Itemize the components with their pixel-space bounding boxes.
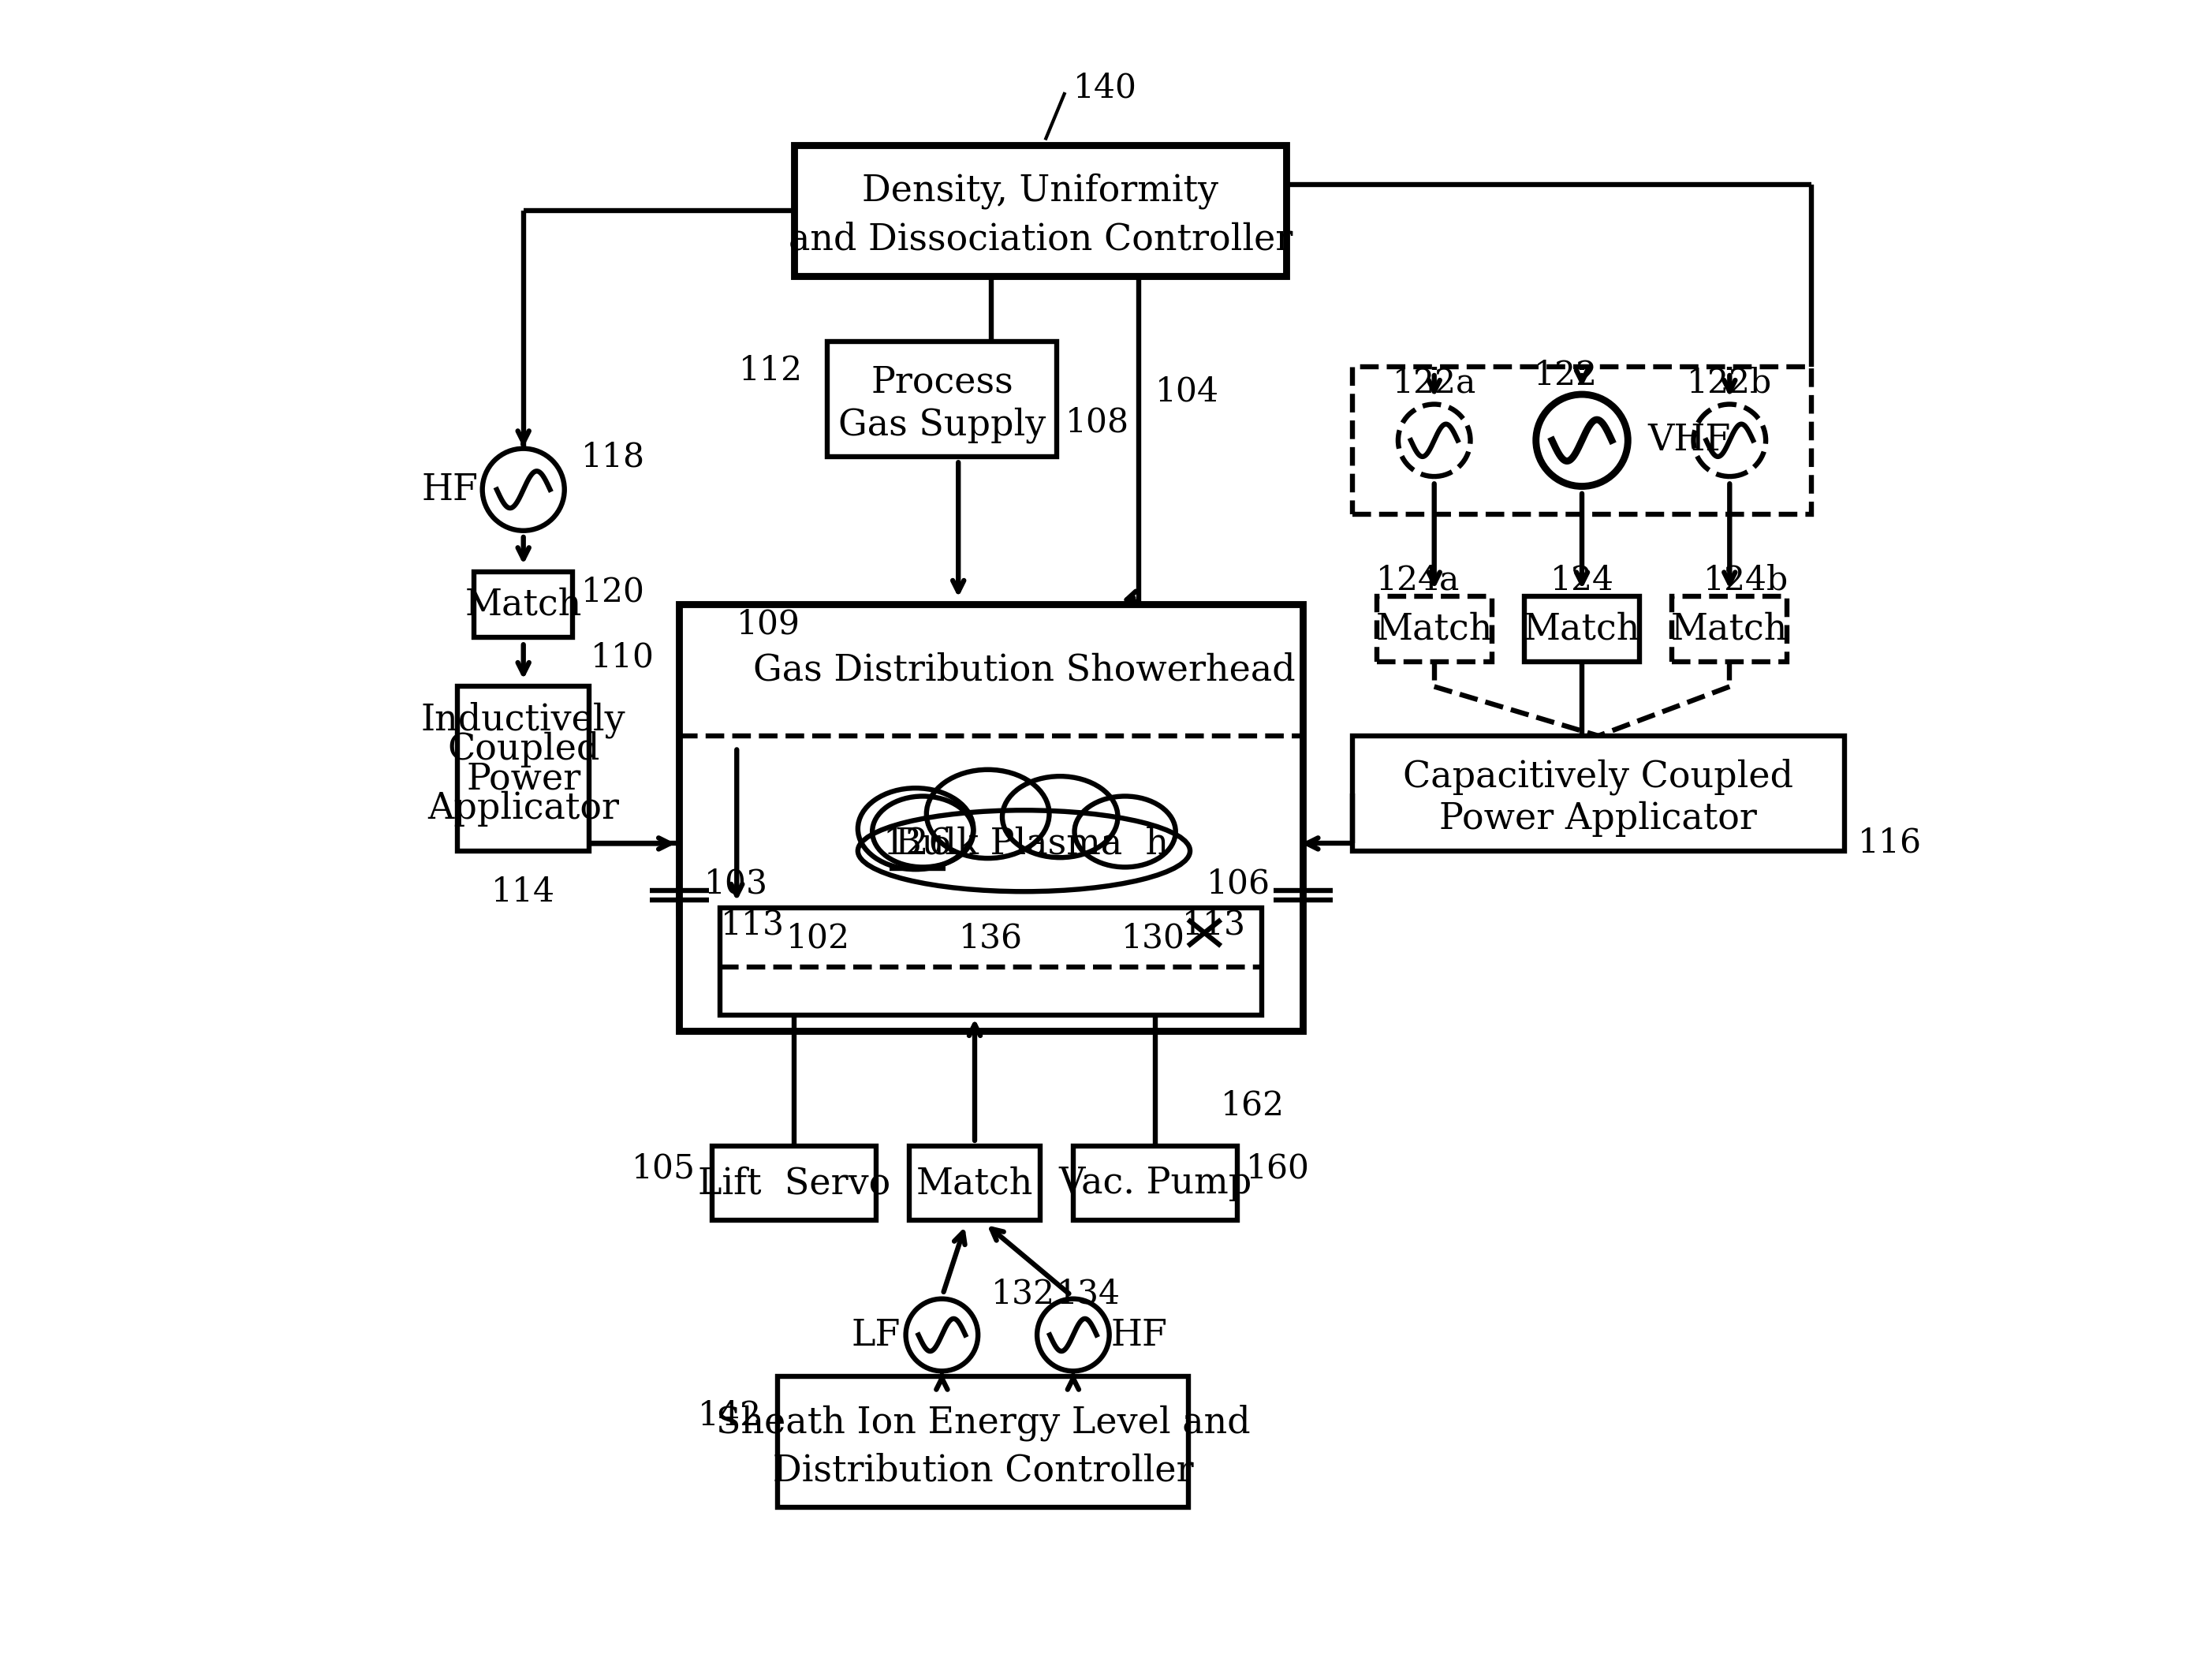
Text: Power: Power — [467, 761, 582, 796]
Text: Process: Process — [872, 364, 1013, 401]
Text: 122b: 122b — [1688, 367, 1772, 401]
Text: 109: 109 — [737, 608, 801, 641]
Text: 124b: 124b — [1703, 564, 1790, 598]
Text: 116: 116 — [1858, 826, 1922, 860]
Text: Gas Supply: Gas Supply — [838, 407, 1046, 442]
Text: 118: 118 — [582, 441, 646, 474]
Text: 130: 130 — [1121, 921, 1186, 955]
Bar — [794, 145, 1287, 277]
Ellipse shape — [872, 796, 973, 868]
Text: 124a: 124a — [1376, 564, 1460, 598]
Ellipse shape — [1002, 776, 1117, 858]
Bar — [1073, 1147, 1237, 1220]
Bar — [458, 688, 588, 851]
Bar — [1672, 596, 1787, 663]
Text: 106: 106 — [1206, 868, 1270, 900]
Text: 102: 102 — [785, 921, 849, 955]
Text: 105: 105 — [633, 1152, 697, 1185]
Text: Match: Match — [1524, 611, 1641, 648]
Text: Match: Match — [916, 1165, 1033, 1202]
Ellipse shape — [858, 811, 1190, 891]
Text: 140: 140 — [1073, 72, 1137, 105]
Text: Capacitively Coupled: Capacitively Coupled — [1402, 758, 1794, 794]
Text: VHF: VHF — [1648, 422, 1730, 459]
Text: Coupled: Coupled — [447, 731, 599, 768]
Text: 103: 103 — [703, 868, 768, 900]
Text: 113: 113 — [721, 908, 785, 941]
Text: 104: 104 — [1155, 376, 1219, 407]
Text: Match: Match — [1670, 611, 1787, 648]
Text: 136: 136 — [960, 921, 1024, 955]
Bar — [679, 604, 1303, 1031]
Text: 108: 108 — [1064, 406, 1128, 439]
Bar — [473, 572, 573, 638]
Bar — [1376, 596, 1491, 663]
Text: 114: 114 — [491, 875, 555, 908]
Text: 122: 122 — [1533, 359, 1597, 392]
Text: Lift  Servo: Lift Servo — [697, 1165, 891, 1202]
Ellipse shape — [858, 788, 973, 870]
Text: 124: 124 — [1551, 564, 1615, 598]
Text: HF: HF — [420, 472, 478, 507]
Text: 134: 134 — [1057, 1277, 1121, 1310]
Ellipse shape — [1075, 796, 1175, 868]
Text: and Dissociation Controller: and Dissociation Controller — [787, 222, 1292, 257]
Text: 126: 126 — [883, 826, 951, 861]
Text: 160: 160 — [1245, 1152, 1310, 1185]
Text: LF: LF — [852, 1317, 900, 1354]
Bar — [1352, 367, 1812, 514]
Text: Vac. Pump: Vac. Pump — [1060, 1165, 1252, 1202]
Bar — [779, 1375, 1188, 1507]
Text: Sheath Ion Energy Level and: Sheath Ion Energy Level and — [717, 1404, 1250, 1440]
Bar — [909, 1147, 1040, 1220]
Bar — [712, 1147, 876, 1220]
Text: Applicator: Applicator — [427, 791, 619, 826]
Text: Density, Uniformity: Density, Uniformity — [863, 174, 1219, 209]
Text: 113: 113 — [1181, 908, 1245, 941]
Text: Bulk Plasma  h: Bulk Plasma h — [896, 826, 1168, 861]
Text: 142: 142 — [697, 1399, 761, 1432]
Text: Match: Match — [1376, 611, 1493, 648]
Text: HF: HF — [1110, 1317, 1168, 1354]
Bar — [827, 342, 1057, 457]
Text: 132: 132 — [991, 1277, 1055, 1310]
Text: Power Applicator: Power Applicator — [1440, 801, 1756, 836]
Ellipse shape — [927, 769, 1048, 858]
Text: 112: 112 — [739, 354, 803, 387]
Bar — [1524, 596, 1639, 663]
Bar — [721, 908, 1261, 1015]
Bar — [1352, 736, 1845, 851]
Text: 162: 162 — [1221, 1088, 1285, 1122]
Text: Gas Distribution Showerhead: Gas Distribution Showerhead — [752, 653, 1294, 688]
Text: 122a: 122a — [1391, 367, 1475, 401]
Text: Distribution Controller: Distribution Controller — [772, 1452, 1192, 1489]
Text: 120: 120 — [582, 576, 644, 608]
Text: Match: Match — [465, 587, 582, 623]
Text: Inductively: Inductively — [420, 701, 626, 738]
Text: 110: 110 — [591, 641, 655, 674]
